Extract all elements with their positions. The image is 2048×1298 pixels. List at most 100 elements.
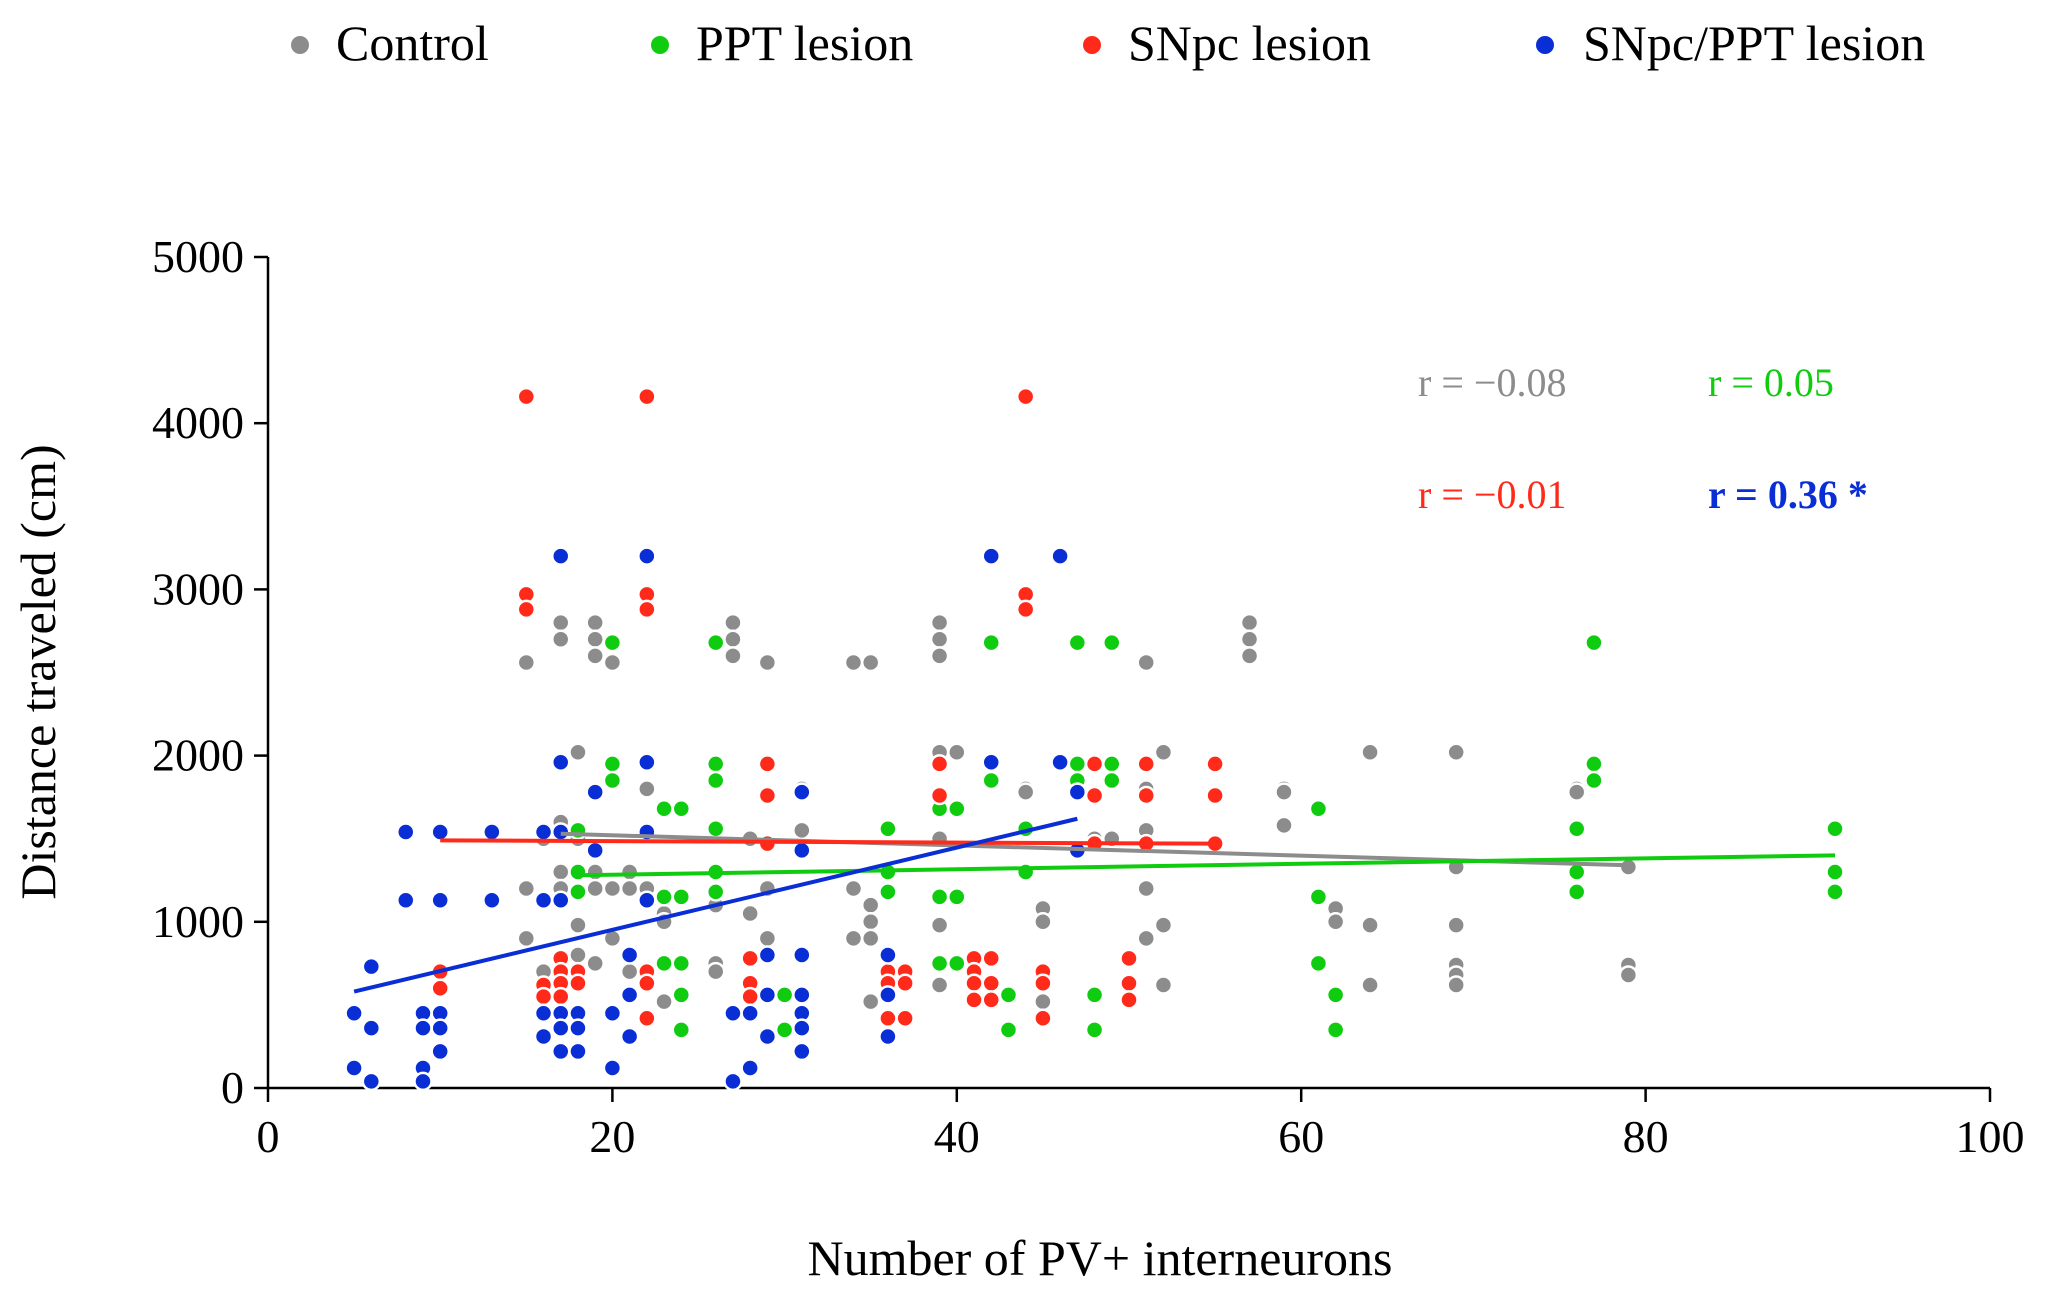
data-point-snpc-ppt-lesion bbox=[568, 1041, 588, 1062]
data-point-snpc-ppt-lesion bbox=[533, 890, 554, 910]
y-tick-label: 2000 bbox=[152, 730, 244, 781]
data-point-snpc-lesion bbox=[1015, 599, 1036, 620]
data-point-snpc-lesion bbox=[1084, 785, 1105, 806]
legend-label-snpc-lesion: SNpc lesion bbox=[1128, 15, 1371, 71]
data-point-ppt-lesion bbox=[1015, 862, 1036, 882]
y-tick-label: 3000 bbox=[152, 563, 244, 614]
data-point-snpc-ppt-lesion bbox=[792, 1018, 812, 1038]
data-point-ppt-lesion bbox=[1825, 818, 1845, 839]
data-point-control bbox=[1015, 782, 1036, 802]
data-point-ppt-lesion bbox=[878, 882, 898, 902]
data-point-control bbox=[1274, 815, 1294, 836]
data-point-control bbox=[585, 862, 605, 882]
data-point-control bbox=[757, 652, 778, 673]
data-point-snpc-lesion bbox=[1033, 1008, 1053, 1028]
trend-line-snpc-ppt-lesion bbox=[353, 816, 1078, 994]
data-point-snpc-ppt-lesion bbox=[878, 945, 898, 965]
data-point-snpc-ppt-lesion bbox=[361, 1071, 382, 1092]
data-point-control bbox=[1446, 975, 1466, 995]
data-point-control bbox=[792, 820, 812, 841]
data-point-control bbox=[1239, 629, 1260, 650]
data-point-ppt-lesion bbox=[1584, 754, 1604, 774]
data-point-control bbox=[602, 652, 623, 673]
data-point-ppt-lesion bbox=[705, 754, 726, 774]
series-snpc-ppt-lesion bbox=[344, 546, 1088, 1092]
data-point-ppt-lesion bbox=[705, 632, 726, 653]
data-point-ppt-lesion bbox=[1308, 799, 1329, 819]
correlation-ppt-lesion: r = 0.05 bbox=[1708, 360, 1834, 405]
data-point-ppt-lesion bbox=[1325, 1020, 1346, 1040]
data-point-control bbox=[740, 903, 760, 924]
data-point-ppt-lesion bbox=[1067, 632, 1088, 653]
data-point-ppt-lesion bbox=[654, 953, 674, 974]
data-point-snpc-ppt-lesion bbox=[757, 1026, 778, 1047]
data-point-snpc-ppt-lesion bbox=[482, 890, 502, 910]
data-point-snpc-ppt-lesion bbox=[981, 752, 1001, 772]
data-point-snpc-lesion bbox=[637, 599, 657, 620]
legend-marker-snpc-lesion bbox=[1083, 36, 1101, 54]
data-point-snpc-lesion bbox=[740, 948, 760, 969]
series-ppt-lesion bbox=[568, 632, 1845, 1040]
data-point-snpc-ppt-lesion bbox=[619, 1026, 640, 1047]
trend-line-ppt-lesion bbox=[577, 853, 1836, 878]
data-point-control bbox=[550, 629, 571, 650]
data-point-control bbox=[929, 915, 950, 935]
data-point-ppt-lesion bbox=[1102, 770, 1122, 791]
data-point-snpc-ppt-lesion bbox=[396, 822, 416, 842]
data-point-ppt-lesion bbox=[1102, 632, 1122, 653]
data-point-control bbox=[843, 928, 864, 949]
data-point-snpc-ppt-lesion bbox=[550, 1041, 571, 1062]
legend-item-control: Control bbox=[291, 15, 489, 71]
data-point-snpc-lesion bbox=[929, 785, 950, 806]
data-point-control bbox=[568, 945, 588, 965]
data-point-snpc-ppt-lesion bbox=[533, 1003, 554, 1023]
data-point-ppt-lesion bbox=[654, 887, 674, 907]
data-point-control bbox=[860, 991, 881, 1012]
data-point-snpc-lesion bbox=[878, 1008, 898, 1028]
data-point-control bbox=[516, 878, 537, 899]
data-point-snpc-lesion bbox=[1119, 948, 1139, 969]
data-point-control bbox=[1136, 878, 1156, 899]
data-point-control bbox=[1618, 965, 1639, 985]
data-point-control bbox=[1153, 742, 1174, 763]
data-point-snpc-lesion bbox=[964, 990, 984, 1010]
data-point-ppt-lesion bbox=[774, 985, 795, 1005]
data-point-control bbox=[654, 991, 674, 1012]
data-point-snpc-ppt-lesion bbox=[482, 822, 502, 842]
axes: 0 1000 2000 3000 4000 5000 0 20 40 60 80 100 bbox=[152, 231, 2025, 1162]
y-tick-label: 0 bbox=[221, 1062, 244, 1113]
data-point-snpc-ppt-lesion bbox=[533, 1026, 554, 1047]
data-point-control bbox=[1153, 915, 1174, 935]
data-point-ppt-lesion bbox=[671, 985, 692, 1005]
x-tick-label: 100 bbox=[1956, 1111, 2025, 1162]
data-point-control bbox=[619, 862, 640, 882]
data-point-snpc-lesion bbox=[1136, 754, 1156, 774]
data-point-ppt-lesion bbox=[602, 770, 623, 791]
data-point-control bbox=[637, 779, 657, 799]
data-point-snpc-ppt-lesion bbox=[1067, 782, 1088, 802]
points-layer bbox=[344, 386, 1845, 1092]
data-point-snpc-ppt-lesion bbox=[740, 1058, 760, 1078]
data-point-snpc-ppt-lesion bbox=[878, 1026, 898, 1047]
data-point-control bbox=[843, 652, 864, 673]
data-point-control bbox=[516, 652, 537, 673]
data-point-ppt-lesion bbox=[929, 887, 950, 907]
data-point-ppt-lesion bbox=[981, 632, 1001, 653]
data-point-control bbox=[860, 912, 881, 932]
data-point-control bbox=[1360, 975, 1380, 995]
data-point-snpc-lesion bbox=[1119, 990, 1139, 1010]
data-point-snpc-ppt-lesion bbox=[637, 546, 657, 566]
data-point-snpc-ppt-lesion bbox=[361, 956, 382, 977]
data-point-control bbox=[585, 629, 605, 650]
data-point-snpc-ppt-lesion bbox=[413, 1071, 433, 1092]
data-point-ppt-lesion bbox=[1308, 953, 1329, 974]
data-point-ppt-lesion bbox=[1084, 985, 1105, 1005]
data-point-snpc-ppt-lesion bbox=[740, 1003, 760, 1023]
data-point-snpc-lesion bbox=[981, 948, 1001, 969]
data-point-ppt-lesion bbox=[705, 770, 726, 791]
data-point-snpc-ppt-lesion bbox=[637, 890, 657, 910]
legend: Control PPT lesion SNpc lesion SNpc/PPT … bbox=[291, 15, 1925, 71]
data-point-snpc-ppt-lesion bbox=[792, 782, 812, 802]
data-point-snpc-lesion bbox=[1033, 973, 1053, 994]
data-point-control bbox=[947, 742, 967, 763]
